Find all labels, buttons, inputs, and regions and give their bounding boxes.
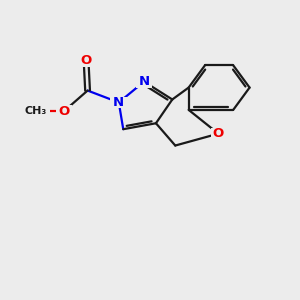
Text: CH₃: CH₃ <box>24 106 47 116</box>
Bar <box>56 105 71 117</box>
Bar <box>110 97 127 108</box>
Bar <box>211 128 226 140</box>
Bar <box>78 55 94 67</box>
Text: O: O <box>58 105 69 118</box>
Text: O: O <box>213 127 224 140</box>
Text: N: N <box>113 96 124 109</box>
Text: N: N <box>139 75 150 88</box>
Bar <box>21 105 50 118</box>
Bar <box>136 76 152 88</box>
Text: O: O <box>80 54 92 67</box>
